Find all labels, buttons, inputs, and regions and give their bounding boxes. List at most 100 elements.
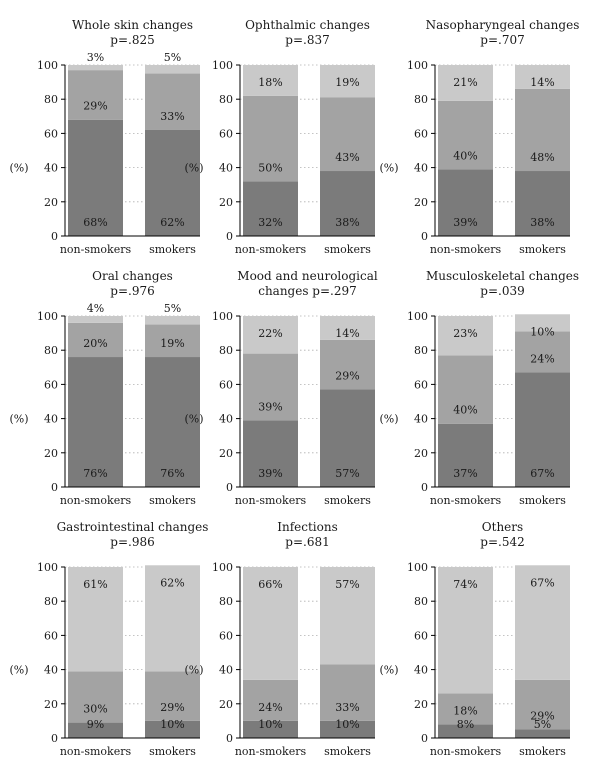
bar-segment-bottom [145,129,200,236]
data-label: 29% [160,701,184,714]
data-label: 33% [335,701,359,714]
x-category-label: smokers [149,494,196,507]
chart-title: Gastrointestinal changes [57,520,209,534]
data-label: 19% [335,76,359,89]
bar-segment-bottom [515,372,570,487]
data-label: 5% [164,302,181,315]
y-tick-label: 40 [219,664,233,677]
y-axis-label: (%) [184,664,203,677]
x-category-label: non-smokers [60,494,132,507]
chart-title: Infections [277,520,338,534]
bar-segment-bottom [68,722,123,738]
bar-segment-bottom [243,181,298,236]
x-category-label: smokers [519,243,566,256]
data-label: 62% [160,576,184,589]
y-tick-label: 60 [44,127,58,140]
bar-segment-middle [438,693,493,725]
chart-title: Whole skin changes [72,18,193,32]
bar-segment-top [145,565,200,672]
bar-segment-bottom [243,420,298,487]
x-category-label: non-smokers [60,745,132,758]
bar-segment-middle [515,88,570,172]
x-category-label: non-smokers [235,243,307,256]
y-tick-label: 0 [226,481,233,494]
y-tick-label: 20 [44,196,58,209]
bar-segment-top [243,567,298,680]
x-category-label: non-smokers [430,494,502,507]
y-tick-label: 60 [219,127,233,140]
bar-segment-middle [320,97,375,172]
bar-segment-middle [438,355,493,424]
y-tick-label: 100 [407,310,428,323]
chart-title: Ophthalmic changes [245,18,370,32]
bar-segment-top [320,316,375,340]
data-label: 39% [258,400,282,413]
bar-segment-top [515,314,570,332]
data-label: 29% [335,370,359,383]
data-label: 76% [160,467,184,480]
data-label: 40% [453,149,477,162]
y-tick-label: 40 [219,162,233,175]
y-tick-label: 100 [212,561,233,574]
data-label: 22% [258,327,282,340]
x-category-label: smokers [519,494,566,507]
bar-segment-middle [243,95,298,182]
data-label: 62% [160,216,184,229]
data-label: 3% [87,51,104,64]
data-label: 18% [453,704,477,717]
y-tick-label: 0 [51,732,58,745]
y-axis-label: (%) [379,162,398,175]
y-tick-label: 60 [414,629,428,642]
chart-subtitle: p=.681 [285,535,329,549]
y-axis-label: (%) [9,413,28,426]
bar-segment-middle [515,679,570,730]
y-tick-label: 80 [414,595,428,608]
data-label: 24% [530,352,554,365]
y-axis-label: (%) [184,413,203,426]
y-tick-label: 100 [212,59,233,72]
data-label: 4% [87,302,104,315]
y-tick-label: 60 [44,629,58,642]
bar-segment-middle [320,664,375,721]
data-label: 68% [83,216,107,229]
bar-segment-top [243,65,298,96]
data-label: 57% [335,578,359,591]
y-axis-label: (%) [379,413,398,426]
y-tick-label: 100 [37,59,58,72]
chart-title: Musculoskeletal changes [426,269,579,283]
bar-segment-bottom [438,724,493,738]
y-tick-label: 100 [407,59,428,72]
y-axis-label: (%) [379,664,398,677]
y-tick-label: 100 [37,561,58,574]
bar-segment-top [515,565,570,680]
data-label: 14% [335,327,359,340]
data-label: 67% [530,467,554,480]
y-tick-label: 80 [44,595,58,608]
bar-segment-middle [145,671,200,721]
data-label: 18% [258,76,282,89]
bar-segment-bottom [243,720,298,738]
y-tick-label: 20 [219,698,233,711]
y-tick-label: 100 [407,561,428,574]
y-tick-label: 20 [219,196,233,209]
chart-subtitle: p=.825 [110,33,154,47]
y-tick-label: 80 [44,344,58,357]
y-axis-label: (%) [9,664,28,677]
data-label: 21% [453,76,477,89]
data-label: 20% [83,337,107,350]
data-label: 5% [534,718,551,731]
y-tick-label: 100 [212,310,233,323]
bar-segment-top [68,567,123,672]
y-tick-label: 0 [421,230,428,243]
x-category-label: smokers [519,745,566,758]
data-label: 32% [258,216,282,229]
data-label: 67% [530,576,554,589]
data-label: 61% [83,578,107,591]
data-label: 74% [453,578,477,591]
y-axis-label: (%) [184,162,203,175]
bar-segment-top [68,316,123,323]
data-label: 43% [335,151,359,164]
